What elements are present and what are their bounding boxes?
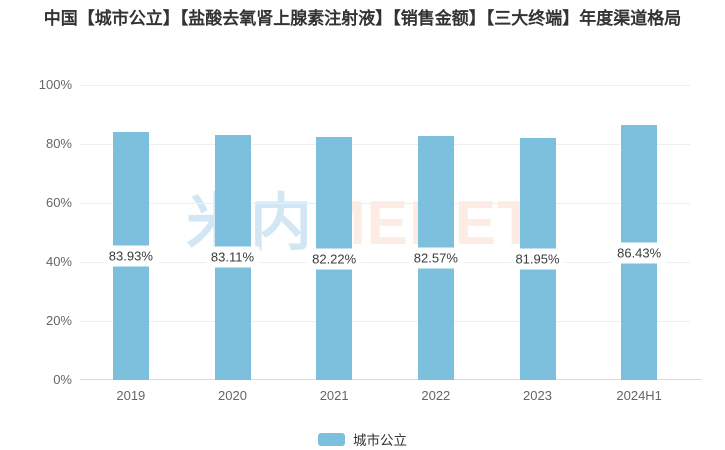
- bar-value-label-2019: 83.93%: [103, 245, 158, 267]
- gridline-40: [80, 262, 690, 263]
- y-axis-tick-label-80: 80%: [45, 136, 72, 151]
- bar-value-label-2024H1: 86.43%: [612, 242, 667, 264]
- bar-value-label-2020: 83.11%: [205, 246, 260, 268]
- x-axis-tick-label-2022: 2022: [421, 388, 451, 403]
- x-axis-tick-label-2020: 2020: [218, 388, 247, 403]
- x-axis-tick-label-2024H1: 2024H1: [616, 388, 662, 403]
- y-axis-tick-label-0: 0%: [53, 372, 72, 387]
- gridline-20: [80, 321, 690, 322]
- plot-area: 米内MENET 0%20%40%60%80%100% 83.93%83.11%8…: [39, 77, 702, 403]
- gridline-100: [80, 85, 690, 86]
- y-axis-tick-label-60: 60%: [45, 195, 72, 210]
- gridline-60: [80, 203, 690, 204]
- legend-swatch: [318, 432, 345, 446]
- chart-title: 中国【城市公立】【盐酸去氧肾上腺素注射液】【销售金额】【三大终端】年度渠道格局: [43, 9, 682, 28]
- legend: 城市公立: [0, 429, 725, 449]
- x-axis-tick-label-2021: 2021: [319, 388, 349, 403]
- bar-value-label-2022: 82.57%: [408, 247, 463, 269]
- x-axis-tick-label-2023: 2023: [523, 388, 552, 403]
- y-axis-tick-label-100: 100%: [38, 77, 72, 92]
- bar-value-label-2021: 82.22%: [307, 248, 362, 270]
- legend-item-city-public[interactable]: 城市公立: [318, 429, 407, 449]
- gridline-80: [80, 144, 690, 145]
- legend-label: 城市公立: [353, 433, 407, 448]
- bar-value-label-2023: 81.95%: [510, 248, 565, 270]
- y-axis-tick-label-20: 20%: [45, 313, 72, 328]
- x-axis-line: [80, 379, 702, 380]
- y-axis-tick-label-40: 40%: [45, 254, 72, 269]
- x-axis-tick-label-2019: 2019: [116, 388, 146, 403]
